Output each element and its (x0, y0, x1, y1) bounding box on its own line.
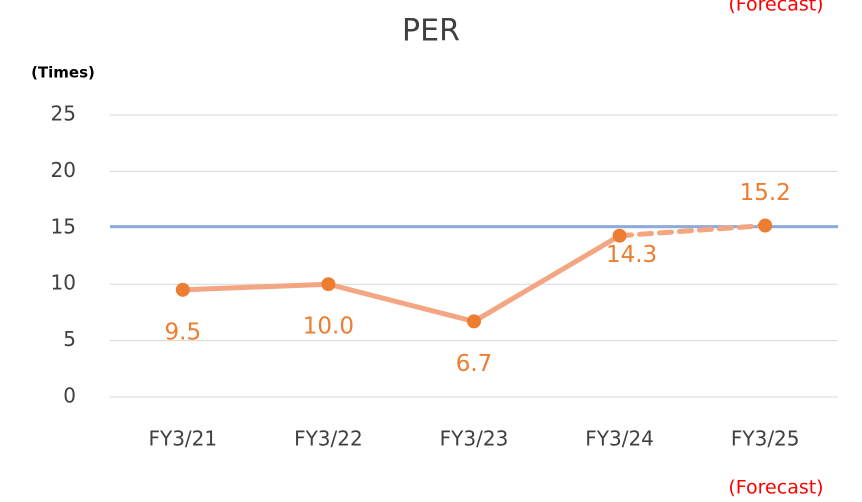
x-tick-label: FY3/21 (148, 427, 217, 451)
data-point (175, 282, 190, 297)
y-tick-label: 25 (51, 102, 76, 126)
forecast-segment (617, 223, 768, 239)
data-label: 14.3 (606, 242, 657, 268)
data-point (467, 314, 481, 329)
y-axis-label: (Times) (31, 64, 95, 82)
data-label: 6.7 (456, 351, 493, 377)
data-point (612, 228, 627, 243)
y-tick-label: 10 (51, 271, 76, 295)
line-segment (471, 233, 623, 324)
annotation: (Forecast) (728, 477, 823, 499)
line-segment (180, 281, 331, 293)
chart-title: PER (402, 14, 460, 49)
y-tick-label: 20 (51, 158, 76, 182)
line-segment (325, 281, 477, 324)
data-point (758, 218, 773, 233)
data-point (321, 277, 336, 292)
y-tick-label: 0 (63, 384, 76, 408)
annotation: (Forecast) (728, 0, 823, 16)
y-tick-label: 15 (51, 214, 76, 238)
x-tick-label: FY3/23 (440, 427, 509, 451)
data-label: 15.2 (740, 180, 791, 206)
x-tick-label: FY3/25 (731, 427, 800, 451)
x-tick-label: FY3/24 (585, 427, 654, 451)
data-label: 10.0 (303, 314, 354, 340)
data-label: 9.5 (165, 319, 202, 345)
x-tick-label: FY3/22 (294, 427, 363, 451)
y-tick-label: 5 (63, 327, 76, 351)
